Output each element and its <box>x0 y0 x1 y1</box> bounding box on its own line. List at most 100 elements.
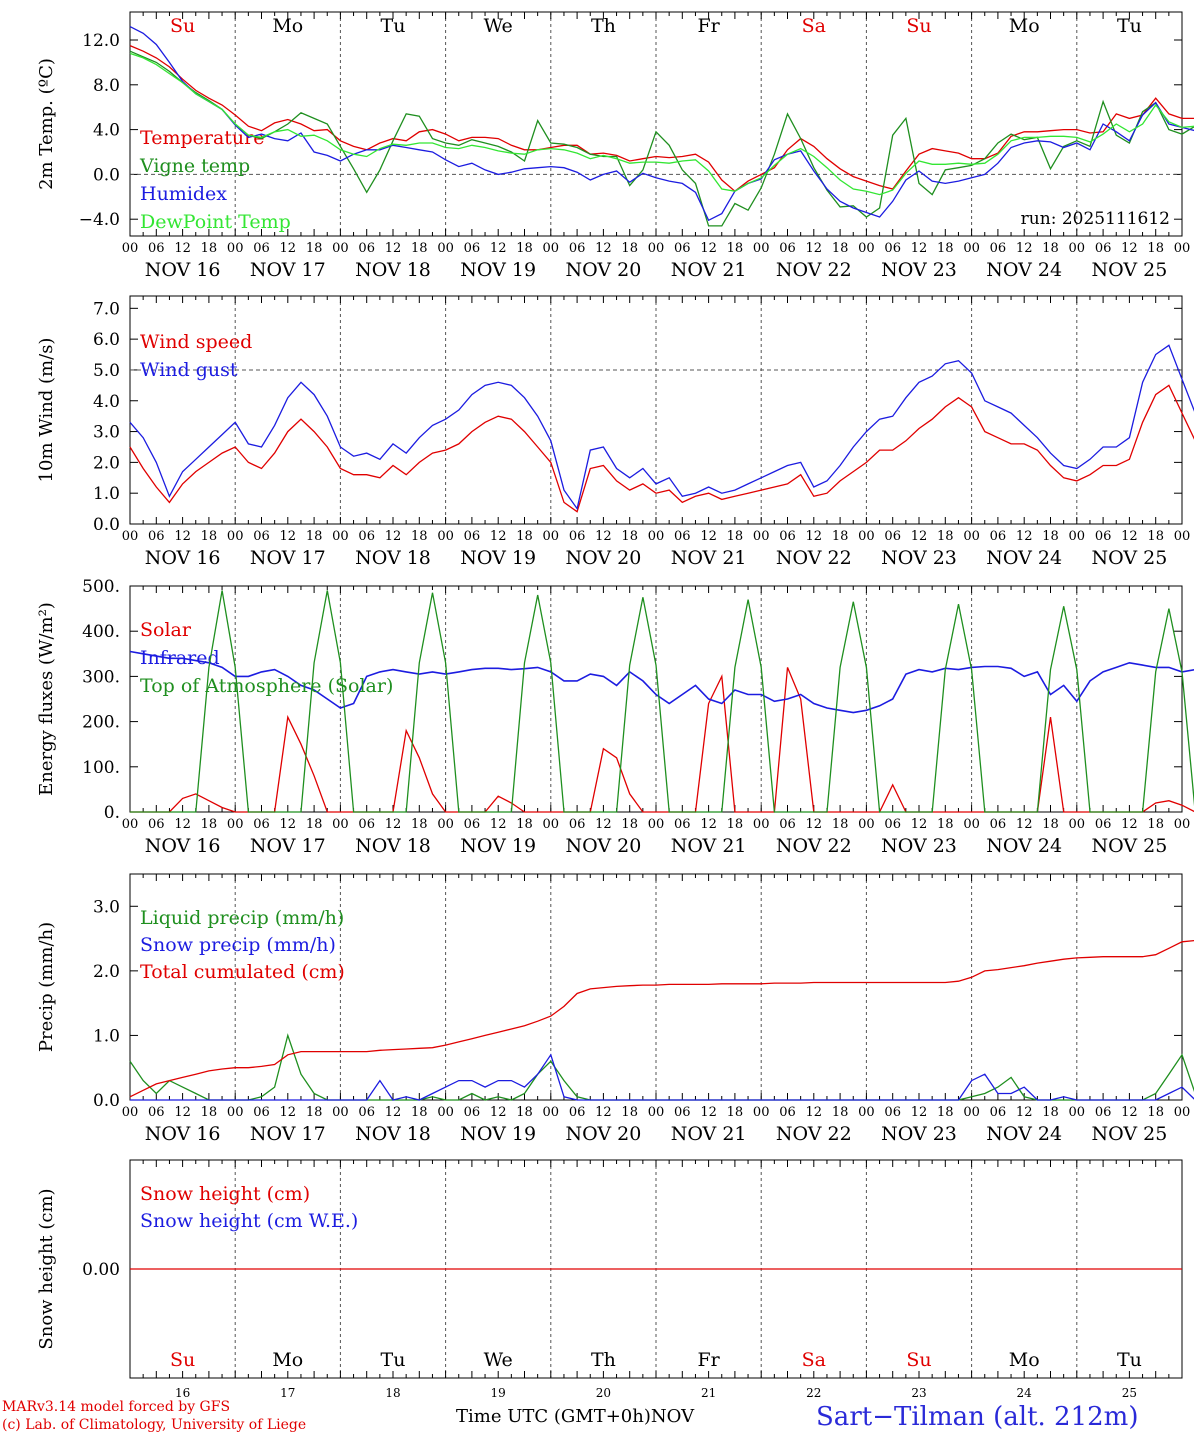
energy-hour-label: 18 <box>727 817 744 832</box>
snow-day-number: 17 <box>280 1386 295 1400</box>
snow-day-number: 19 <box>491 1386 506 1400</box>
precip-hour-label: 12 <box>174 1105 191 1120</box>
energy-series-top-of-atmosphere-solar- <box>130 590 1194 813</box>
wind-hour-label: 12 <box>385 529 402 544</box>
precip-date-label: NOV 20 <box>565 1123 641 1145</box>
wind-hour-label: 00 <box>437 529 454 544</box>
precip-hour-label: 06 <box>779 1105 796 1120</box>
precip-hour-label: 18 <box>832 1105 849 1120</box>
energy-hour-label: 18 <box>201 817 218 832</box>
snow-day-number: 25 <box>1122 1386 1137 1400</box>
temperature-hour-label: 12 <box>806 241 823 256</box>
precip-hour-label: 00 <box>1069 1105 1086 1120</box>
energy-hour-label: 12 <box>595 817 612 832</box>
wind-hour-label: 12 <box>490 529 507 544</box>
precip-hour-label: 00 <box>753 1105 770 1120</box>
precip-legend-snow-precip-mm-h-: Snow precip (mm/h) <box>140 934 336 956</box>
wind-hour-label: 18 <box>516 529 533 544</box>
precip-hour-label: 12 <box>280 1105 297 1120</box>
temperature-hour-label: 00 <box>122 241 139 256</box>
precip-hour-label: 06 <box>990 1105 1007 1120</box>
precip-hour-label: 06 <box>358 1105 375 1120</box>
footer-month: NOV <box>650 1406 695 1427</box>
temperature-hour-label: 06 <box>884 241 901 256</box>
wind-date-label: NOV 25 <box>1091 547 1167 569</box>
precip-date-label: NOV 24 <box>986 1123 1062 1145</box>
wind-hour-label: 06 <box>674 529 691 544</box>
precip-hour-label: 12 <box>806 1105 823 1120</box>
temperature-weekday-label: Th <box>591 15 616 37</box>
precip-hour-label: 06 <box>253 1105 270 1120</box>
snow-weekday-label: We <box>484 1349 513 1371</box>
precip-hour-label: 00 <box>1174 1105 1191 1120</box>
precip-hour-label: 06 <box>1095 1105 1112 1120</box>
temperature-series-dewpoint-temp <box>129 52 1194 196</box>
wind-hour-label: 06 <box>1095 529 1112 544</box>
temperature-hour-label: 06 <box>674 241 691 256</box>
temperature-date-label: NOV 25 <box>1091 259 1167 281</box>
footer-time-axis-label: Time UTC (GMT+0h)NOV <box>456 1406 694 1427</box>
temperature-hour-label: 00 <box>1069 241 1086 256</box>
snow-legend-snow-height-cm-w-e-: Snow height (cm W.E.) <box>140 1210 358 1232</box>
temperature-weekday-label: Fr <box>697 15 720 37</box>
temperature-hour-label: 06 <box>464 241 481 256</box>
footer-model-text: MARv3.14 model forced by GFS <box>2 1399 231 1415</box>
energy-hour-label: 12 <box>806 817 823 832</box>
precip-hour-label: 12 <box>700 1105 717 1120</box>
temperature-legend-dewpoint-temp: DewPoint Temp <box>140 211 291 233</box>
snow-weekday-label: Su <box>170 1349 195 1371</box>
temperature-hour-label: 06 <box>358 241 375 256</box>
temperature-date-label: NOV 17 <box>250 259 326 281</box>
wind-date-label: NOV 18 <box>355 547 431 569</box>
wind-hour-label: 18 <box>727 529 744 544</box>
energy-hour-label: 12 <box>280 817 297 832</box>
snow-day-number: 18 <box>385 1386 400 1400</box>
energy-hour-label: 00 <box>1174 817 1191 832</box>
temperature-y-tick-label: 4.0 <box>93 121 120 141</box>
precip-hour-label: 00 <box>227 1105 244 1120</box>
temperature-legend-humidex: Humidex <box>140 183 227 205</box>
temperature-date-label: NOV 21 <box>671 259 747 281</box>
temperature-y-tick-label: 8.0 <box>93 76 120 96</box>
wind-hour-label: 18 <box>201 529 218 544</box>
snow-legend-snow-height-cm-: Snow height (cm) <box>140 1183 310 1205</box>
wind-date-label: NOV 24 <box>986 547 1062 569</box>
energy-hour-label: 06 <box>674 817 691 832</box>
energy-y-tick-label: 300. <box>82 667 120 687</box>
footer-lab-text: (c) Lab. of Climatology, University of L… <box>2 1417 307 1433</box>
wind-hour-label: 12 <box>911 529 928 544</box>
temperature-hour-label: 12 <box>700 241 717 256</box>
precip-date-label: NOV 19 <box>460 1123 536 1145</box>
temperature-weekday-label: We <box>484 15 513 37</box>
wind-date-label: NOV 19 <box>460 547 536 569</box>
precip-legend-liquid-precip-mm-h-: Liquid precip (mm/h) <box>140 907 344 929</box>
temperature-weekday-label: Tu <box>1117 15 1142 37</box>
precip-date-label: NOV 22 <box>776 1123 852 1145</box>
wind-hour-label: 18 <box>306 529 323 544</box>
wind-hour-label: 06 <box>464 529 481 544</box>
snow-day-number: 24 <box>1017 1386 1033 1400</box>
temperature-legend-temperature: Temperature <box>140 127 264 149</box>
energy-hour-label: 18 <box>832 817 849 832</box>
wind-hour-label: 12 <box>1016 529 1033 544</box>
snow-y-axis-label: Snow height (cm) <box>36 1188 57 1349</box>
energy-hour-label: 12 <box>490 817 507 832</box>
energy-date-label: NOV 17 <box>250 835 326 857</box>
temperature-hour-label: 00 <box>332 241 349 256</box>
precip-series-total-cumulated-cm- <box>129 939 1194 1098</box>
temperature-hour-label: 12 <box>280 241 297 256</box>
wind-hour-label: 00 <box>1069 529 1086 544</box>
energy-hour-label: 00 <box>648 817 665 832</box>
footer-xlabel: Time UTC (GMT+0h) <box>456 1406 651 1427</box>
temperature-series-temperature <box>129 45 1194 193</box>
energy-date-label: NOV 24 <box>986 835 1062 857</box>
temperature-y-tick-label: 0.0 <box>93 165 120 185</box>
precip-hour-label: 06 <box>884 1105 901 1120</box>
precip-hour-label: 00 <box>332 1105 349 1120</box>
wind-hour-label: 18 <box>1042 529 1059 544</box>
energy-hour-label: 00 <box>437 817 454 832</box>
temperature-weekday-label: Su <box>906 15 931 37</box>
wind-hour-label: 06 <box>569 529 586 544</box>
temperature-hour-label: 18 <box>201 241 218 256</box>
energy-hour-label: 00 <box>858 817 875 832</box>
